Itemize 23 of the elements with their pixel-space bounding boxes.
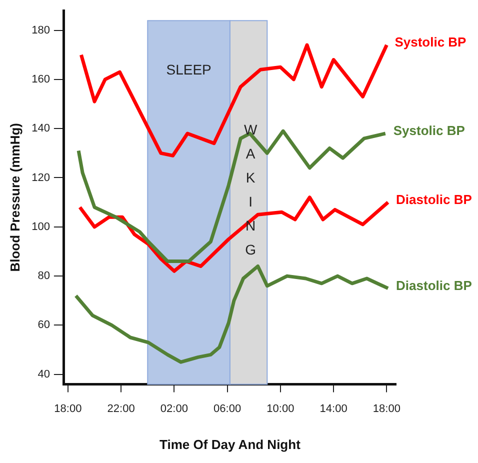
series-label: Systolic BP	[394, 34, 467, 50]
y-tick-label: 100	[32, 220, 50, 233]
y-tick-label: 160	[32, 73, 50, 86]
band-label: SLEEP	[166, 61, 212, 78]
y-tick-label: 140	[32, 122, 50, 135]
x-tick-label: 14:00	[320, 402, 348, 415]
y-tick-label: 40	[38, 368, 50, 380]
x-tick-label: 22:00	[107, 402, 135, 415]
y-tick-label: 60	[38, 319, 50, 332]
x-tick-label: 06:00	[214, 402, 242, 415]
y-tick-label: 80	[38, 270, 50, 282]
x-tick-label: 02:00	[160, 402, 188, 415]
x-tick-label: 10:00	[266, 402, 294, 415]
x-axis-title: Time Of Day And Night	[160, 436, 302, 452]
band-label: WAKING	[244, 121, 258, 258]
x-tick-label: 18:00	[372, 402, 400, 415]
x-tick-label: 18:00	[54, 402, 82, 415]
y-tick-label: 180	[32, 24, 50, 36]
series-label: Diastolic BP	[396, 192, 472, 207]
series-label: Diastolic BP	[396, 278, 472, 293]
y-tick-label: 120	[32, 172, 50, 184]
y-axis-title: Blood Pressure (mmHg)	[7, 122, 22, 272]
series-label: Systolic BP	[393, 123, 466, 138]
